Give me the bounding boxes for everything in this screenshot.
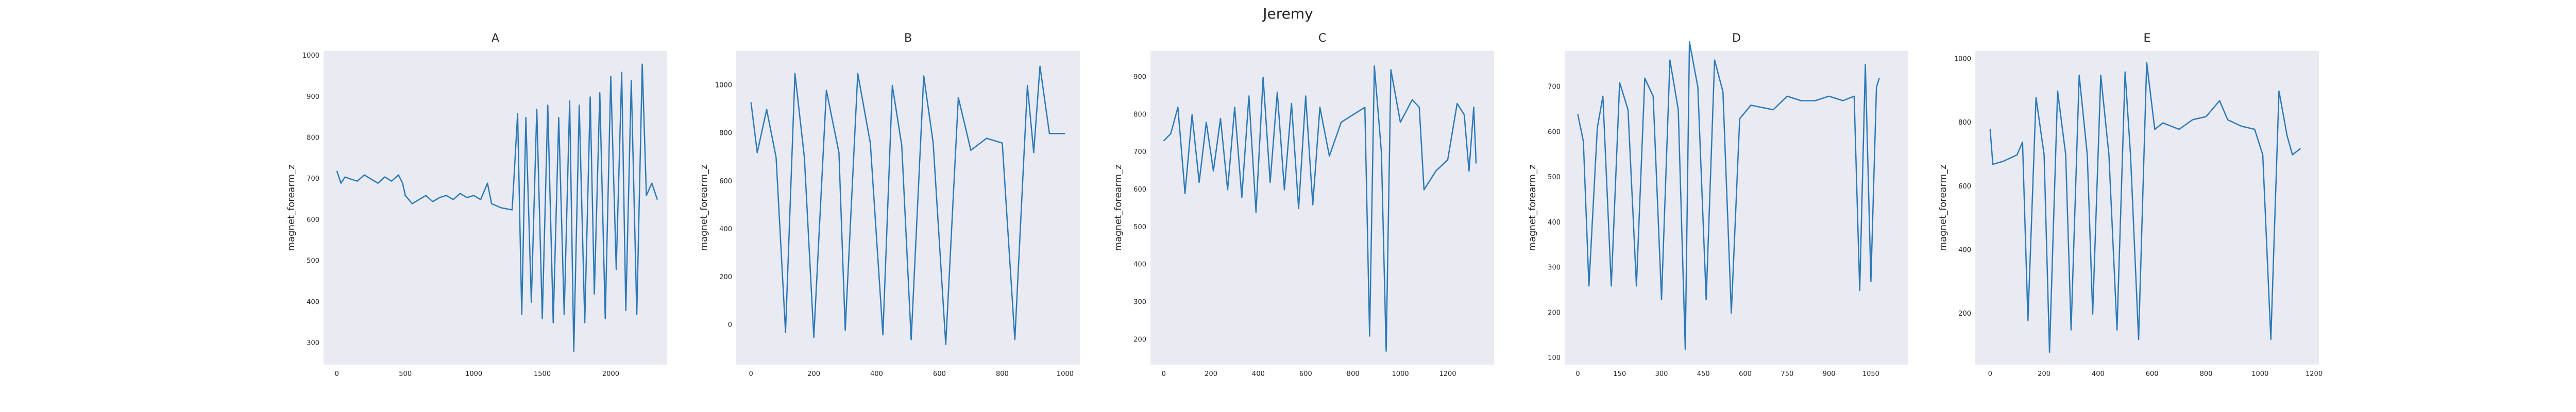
y-tick-label: 500 xyxy=(1548,174,1561,181)
subplot-title: A xyxy=(492,32,499,45)
x-tick-label: 0 xyxy=(1575,370,1580,378)
y-tick-label: 600 xyxy=(1958,183,1971,191)
y-tick-label: 800 xyxy=(307,134,319,142)
y-axis-label: magnet_forearm_z xyxy=(1938,164,1948,251)
y-tick-label: 800 xyxy=(1133,111,1146,118)
x-tick-label: 0 xyxy=(1162,370,1166,378)
y-axis-label: magnet_forearm_z xyxy=(1527,164,1538,251)
y-tick-label: 200 xyxy=(1133,336,1146,344)
y-tick-label: 400 xyxy=(1548,219,1561,227)
axes-background xyxy=(1975,51,2319,365)
y-tick-label: 700 xyxy=(1548,83,1561,91)
x-tick-label: 400 xyxy=(1252,370,1265,378)
x-tick-label: 1000 xyxy=(465,370,482,378)
x-tick-label: 800 xyxy=(2200,370,2213,378)
x-tick-label: 500 xyxy=(399,370,412,378)
y-tick-label: 800 xyxy=(1958,119,1971,127)
data-line xyxy=(1989,62,2301,353)
x-tick-label: 150 xyxy=(1613,370,1626,378)
x-tick-label: 0 xyxy=(335,370,339,378)
y-tick-label: 600 xyxy=(307,216,319,224)
y-tick-label: 300 xyxy=(1133,299,1146,306)
x-tick-label: 300 xyxy=(1655,370,1668,378)
x-tick-label: 0 xyxy=(749,370,753,378)
y-tick-label: 700 xyxy=(307,175,319,183)
subplot-title: D xyxy=(1732,32,1741,45)
y-tick-label: 300 xyxy=(1548,264,1561,272)
data-line xyxy=(336,63,658,352)
x-tick-label: 1050 xyxy=(1862,370,1879,378)
x-tick-label: 1000 xyxy=(1057,370,1074,378)
y-tick-label: 400 xyxy=(1958,247,1971,254)
y-tick-label: 800 xyxy=(719,130,732,138)
y-axis-label: magnet_forearm_z xyxy=(1113,164,1124,251)
y-tick-label: 400 xyxy=(307,298,319,306)
y-tick-label: 0 xyxy=(728,321,732,329)
x-tick-label: 400 xyxy=(2092,370,2105,378)
axes-background xyxy=(1150,51,1494,365)
data-line xyxy=(1163,65,1477,352)
y-tick-label: 1000 xyxy=(302,52,319,60)
data-line xyxy=(750,65,1065,346)
subplot-title: C xyxy=(1318,32,1326,45)
x-tick-label: 600 xyxy=(1739,370,1752,378)
x-tick-label: 200 xyxy=(1205,370,1217,378)
x-tick-label: 200 xyxy=(2038,370,2050,378)
y-tick-label: 400 xyxy=(1133,261,1146,269)
x-tick-label: 800 xyxy=(1347,370,1360,378)
subplot-title: E xyxy=(2144,32,2151,45)
y-tick-label: 500 xyxy=(307,258,319,265)
x-tick-label: 1000 xyxy=(1392,370,1409,378)
subplot-title: B xyxy=(904,32,912,45)
x-tick-label: 600 xyxy=(933,370,946,378)
y-tick-label: 600 xyxy=(1133,186,1146,194)
y-tick-label: 400 xyxy=(719,226,732,233)
data-line xyxy=(1577,41,1880,350)
y-tick-label: 100 xyxy=(1548,354,1561,362)
y-tick-label: 600 xyxy=(1548,128,1561,136)
y-tick-label: 200 xyxy=(719,273,732,281)
x-tick-label: 1200 xyxy=(2306,370,2323,378)
x-tick-label: 750 xyxy=(1781,370,1793,378)
x-tick-label: 2000 xyxy=(602,370,619,378)
y-tick-label: 1000 xyxy=(1954,56,1971,63)
x-tick-label: 1000 xyxy=(2251,370,2268,378)
axes-background xyxy=(324,51,667,365)
y-tick-label: 700 xyxy=(1133,148,1146,156)
x-tick-label: 400 xyxy=(870,370,883,378)
y-tick-label: 200 xyxy=(1958,310,1971,318)
y-tick-label: 500 xyxy=(1133,224,1146,231)
y-tick-label: 900 xyxy=(1133,73,1146,81)
y-tick-label: 1000 xyxy=(715,82,732,90)
y-tick-label: 600 xyxy=(719,178,732,185)
x-tick-label: 450 xyxy=(1697,370,1710,378)
x-tick-label: 900 xyxy=(1823,370,1836,378)
x-tick-label: 0 xyxy=(1988,370,1992,378)
x-tick-label: 1500 xyxy=(534,370,551,378)
figure-title: Jeremy xyxy=(1262,5,1313,22)
x-tick-label: 600 xyxy=(1299,370,1312,378)
y-tick-label: 200 xyxy=(1548,309,1561,317)
x-tick-label: 600 xyxy=(2146,370,2159,378)
y-axis-label: magnet_forearm_z xyxy=(286,164,297,251)
y-tick-label: 900 xyxy=(307,93,319,101)
y-tick-label: 300 xyxy=(307,339,319,347)
x-tick-label: 800 xyxy=(996,370,1009,378)
x-tick-label: 1200 xyxy=(1439,370,1456,378)
y-axis-label: magnet_forearm_z xyxy=(699,164,709,251)
x-tick-label: 200 xyxy=(807,370,820,378)
